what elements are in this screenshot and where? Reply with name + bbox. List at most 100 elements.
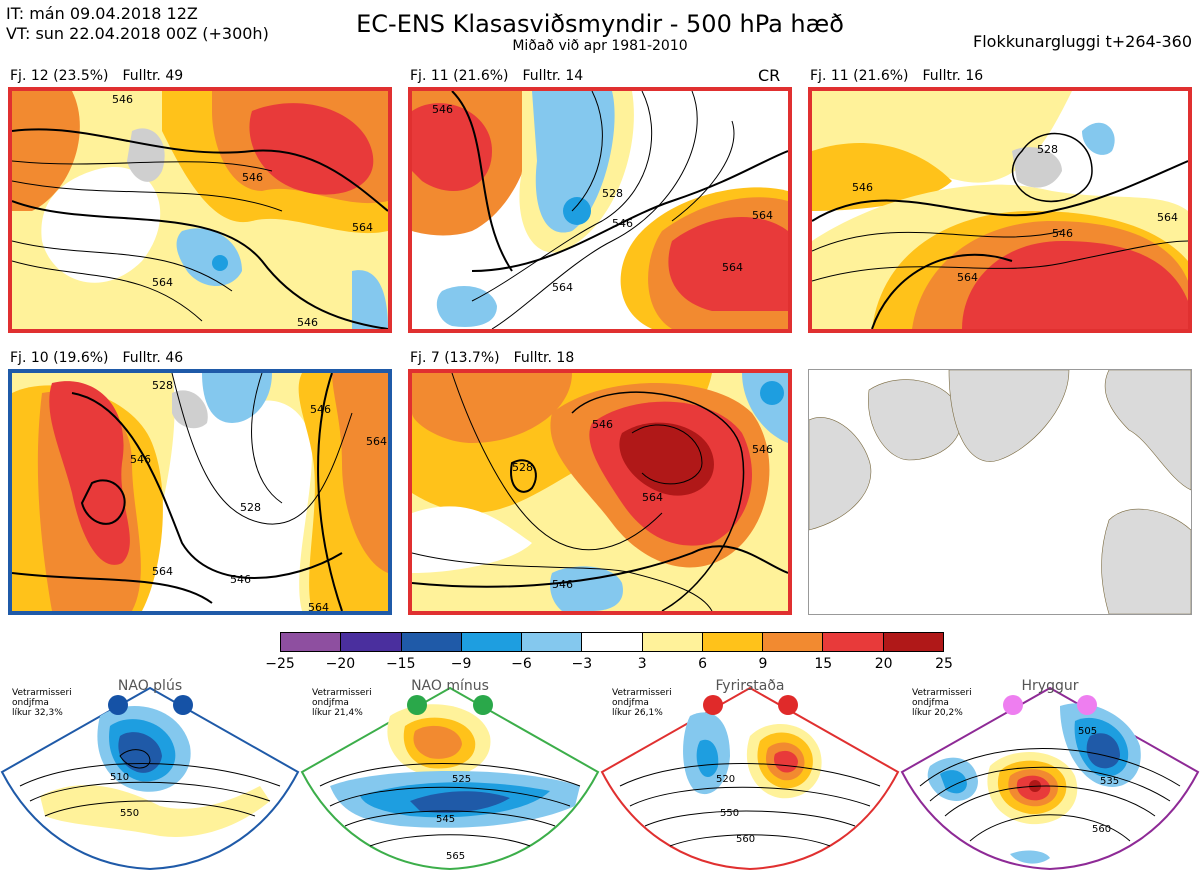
cluster-map-4: 528 546 546 528 564 546 564 564	[8, 369, 392, 615]
regime-ridge-map: 505 535 560	[900, 686, 1200, 871]
panel-2-rep: Fulltr. 14	[522, 68, 584, 84]
contour-label: 564	[752, 209, 773, 222]
panel-1-rep: Fulltr. 49	[122, 68, 184, 84]
regime-note-line: Vetrarmisseri	[312, 688, 372, 698]
regime-note: Vetrarmisseri ondjfma líkur 26,1%	[612, 688, 672, 718]
panel-3-label: Fj. 11 (21.6%) Fulltr. 16	[810, 68, 997, 84]
colorbar-swatch	[763, 633, 824, 651]
contour-label: 546	[752, 443, 773, 456]
regime-contour-label: 550	[720, 808, 739, 819]
colorbar-tick-label: 6	[698, 656, 707, 672]
contour-label: 564	[552, 281, 573, 294]
colorbar-swatch	[401, 633, 462, 651]
panel-3-cluster: Fj. 11 (21.6%)	[810, 68, 909, 84]
regime-note-line: ondjfma	[612, 698, 649, 708]
panel-3-rep: Fulltr. 16	[922, 68, 984, 84]
regime-contour-label: 535	[1100, 776, 1119, 787]
contour-label: 564	[1157, 211, 1178, 224]
window-label: Flokkunargluggi t+264-360	[973, 32, 1192, 51]
page-subtitle: Miðað við apr 1981-2010	[512, 38, 688, 54]
regime-note-line: ondjfma	[912, 698, 949, 708]
panel-5-rep: Fulltr. 18	[513, 350, 575, 366]
panel-4-label: Fj. 10 (19.6%) Fulltr. 46	[10, 350, 197, 366]
regime-contour-label: 520	[716, 774, 735, 785]
regime-nao-plus-map: 510 550	[0, 686, 300, 871]
contour-label: 546	[1052, 227, 1073, 240]
cluster-map-1: 546 546 564 564 546	[8, 87, 392, 333]
panel-1-cluster: Fj. 12 (23.5%)	[10, 68, 109, 84]
contour-label: 564	[308, 601, 329, 611]
colorbar-swatch	[522, 633, 583, 651]
colorbar-swatch	[642, 633, 703, 651]
regime-note-line: líkur 20,2%	[912, 708, 963, 718]
contour-label: 546	[130, 453, 151, 466]
regime-note: Vetrarmisseri ondjfma líkur 20,2%	[912, 688, 972, 718]
panel-1-label: Fj. 12 (23.5%) Fulltr. 49	[10, 68, 197, 84]
colorbar-tick-label: 20	[874, 656, 893, 672]
regime-note-line: Vetrarmisseri	[12, 688, 72, 698]
colorbar-tick-label: −25	[265, 656, 295, 672]
panel-5-cluster: Fj. 7 (13.7%)	[410, 350, 500, 366]
contour-label: 564	[152, 565, 173, 578]
regime-note-line: ondjfma	[312, 698, 349, 708]
cluster-map-2-graphic: 546 528 546 564 564 564	[412, 91, 788, 329]
regime-nao-minus-map: 525 545 565	[300, 686, 600, 871]
regime-name: Fyrirstaða	[715, 678, 785, 694]
colorbar-tick-label: 25	[935, 656, 953, 672]
cluster-map-3-graphic: 528 546 564 564 546	[812, 91, 1188, 329]
contour-label: 546	[592, 418, 613, 431]
panel-2-cluster: Fj. 11 (21.6%)	[410, 68, 509, 84]
colorbar-tick-label: −3	[571, 656, 593, 672]
regime-note: Vetrarmisseri ondjfma líkur 21,4%	[312, 688, 372, 718]
contour-label: 546	[310, 403, 331, 416]
colorbar-tick-label: 3	[637, 656, 647, 672]
regime-name: Hryggur	[1021, 678, 1079, 694]
regime-contour-label: 560	[1092, 824, 1111, 835]
contour-label: 528	[602, 187, 623, 200]
panel-4-cluster: Fj. 10 (19.6%)	[10, 350, 109, 366]
contour-label: 564	[957, 271, 978, 284]
regime-note-line: líkur 26,1%	[612, 708, 663, 718]
regime-blocking: 520 550 560 Fyrirstaða Vetrarmisseri ond…	[600, 676, 900, 871]
header-times: IT: mán 09.04.2018 12Z VT: sun 22.04.201…	[6, 4, 269, 44]
regime-contour-label: 505	[1078, 726, 1097, 737]
contour-label: 564	[722, 261, 743, 274]
regime-note-line: líkur 32,3%	[12, 708, 63, 718]
vt-line: VT: sun 22.04.2018 00Z (+300h)	[6, 24, 269, 43]
panel-2-cr-tag: CR	[758, 66, 781, 85]
cluster-map-4-graphic: 528 546 546 528 564 546 564 564	[12, 373, 388, 611]
colorbar-swatch	[702, 633, 764, 651]
regime-contour-label: 545	[436, 814, 455, 825]
regime-nao-plus: 510 550 NAO plús Vetrarmisseri ondjfma l…	[0, 676, 300, 871]
base-map	[808, 369, 1192, 615]
regime-name: NAO plús	[117, 678, 183, 694]
page-title: EC-ENS Klasasviðsmyndir - 500 hPa hæð	[356, 10, 844, 38]
contour-label: 546	[612, 217, 633, 230]
contour-label: 528	[240, 501, 261, 514]
regime-note-line: Vetrarmisseri	[612, 688, 672, 698]
contour-label: 546	[242, 171, 263, 184]
colorbar-swatch	[582, 633, 643, 651]
regime-contour-label: 510	[110, 772, 129, 783]
contour-label: 564	[152, 276, 173, 289]
panel-4-rep: Fulltr. 46	[122, 350, 184, 366]
regime-nao-minus: 525 545 565 NAO mínus Vetrarmisseri ondj…	[300, 676, 600, 871]
cluster-map-5: 528 546 564 546 546	[408, 369, 792, 615]
regime-name: NAO mínus	[411, 678, 489, 694]
colorbar-tick-label: −6	[511, 656, 532, 672]
regime-note-line: líkur 21,4%	[312, 708, 363, 718]
regime-contour-label: 525	[452, 774, 471, 785]
panel-5-label: Fj. 7 (13.7%) Fulltr. 18	[410, 350, 588, 366]
cluster-map-5-graphic: 528 546 564 546 546	[412, 373, 788, 611]
colorbar-tick-label: −15	[385, 656, 416, 672]
colorbar-tick-label: 9	[758, 656, 768, 672]
regime-contour-label: 565	[446, 851, 465, 862]
regime-note-line: Vetrarmisseri	[912, 688, 972, 698]
it-line: IT: mán 09.04.2018 12Z	[6, 4, 198, 23]
colorbar-swatch	[823, 633, 884, 651]
contour-label: 528	[1037, 143, 1058, 156]
contour-label: 546	[230, 573, 251, 586]
colorbar-tick-label: 15	[814, 656, 833, 672]
contour-label: 546	[432, 103, 453, 116]
contour-label: 528	[152, 379, 173, 392]
